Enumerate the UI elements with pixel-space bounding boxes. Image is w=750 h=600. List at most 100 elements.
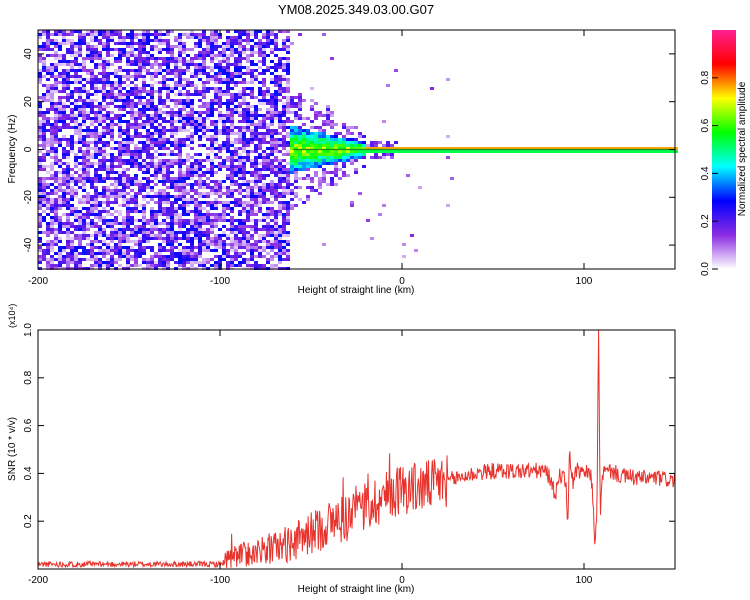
heatmap-cell (38, 108, 42, 111)
heatmap-cell (450, 150, 454, 153)
heatmap-cell (250, 96, 254, 99)
heatmap-cell (282, 75, 286, 78)
heatmap-cell (58, 72, 62, 75)
heatmap-cell (138, 66, 142, 69)
heatmap-cell (134, 111, 138, 114)
heatmap-cell (42, 147, 46, 150)
heatmap-cell (106, 102, 110, 105)
heatmap-cell (222, 51, 226, 54)
heatmap-cell (114, 177, 118, 180)
heatmap-cell (62, 123, 66, 126)
heatmap-cell (222, 231, 226, 234)
heatmap-cell (70, 138, 74, 141)
heatmap-cell (38, 213, 42, 216)
heatmap-cell (270, 171, 274, 174)
heatmap-cell (198, 120, 202, 123)
heatmap-cell (218, 213, 222, 216)
heatmap-cell (106, 126, 110, 129)
heatmap-cell (74, 255, 78, 258)
heatmap-cell (62, 150, 66, 153)
heatmap-cell (234, 153, 238, 156)
heatmap-cell (46, 243, 50, 246)
heatmap-cell (238, 219, 242, 222)
heatmap-cell (198, 168, 202, 171)
heatmap-cell (110, 156, 114, 159)
heatmap-cell (170, 150, 174, 153)
heatmap-cell (102, 186, 106, 189)
heatmap-cell (198, 126, 202, 129)
heatmap-cell (82, 60, 86, 63)
heatmap-cell (50, 174, 54, 177)
heatmap-cell (166, 72, 170, 75)
heatmap-cell (158, 99, 162, 102)
heatmap-cell (274, 168, 278, 171)
heatmap-cell (190, 174, 194, 177)
heatmap-cell (246, 57, 250, 60)
heatmap-cell (370, 144, 374, 147)
heatmap-cell (270, 150, 274, 153)
heatmap-cell (282, 114, 286, 117)
heatmap-cell (254, 108, 258, 111)
heatmap-cell (166, 231, 170, 234)
heatmap-cell (258, 141, 262, 144)
heatmap-cell (286, 108, 290, 111)
heatmap-cell (242, 78, 246, 81)
heatmap-cell (146, 168, 150, 171)
heatmap-cell (134, 114, 138, 117)
heatmap-cell (42, 153, 46, 156)
heatmap-cell (282, 180, 286, 183)
heatmap-cell (286, 111, 290, 114)
heatmap-cell (226, 105, 230, 108)
heatmap-cell (254, 150, 258, 153)
heatmap-cell (118, 126, 122, 129)
heatmap-cell (162, 75, 166, 78)
heatmap-cell (182, 42, 186, 45)
heatmap-cell (166, 120, 170, 123)
heatmap-cell (62, 258, 66, 261)
heatmap-cell (54, 117, 58, 120)
heatmap-cell (298, 132, 302, 135)
heatmap-cell (186, 117, 190, 120)
heatmap-cell (218, 228, 222, 231)
heatmap-cell (254, 231, 258, 234)
heatmap-cell (62, 120, 66, 123)
heatmap-cell (98, 252, 102, 255)
heatmap-cell (198, 57, 202, 60)
heatmap-cell (86, 228, 90, 231)
heatmap-cell (202, 90, 206, 93)
heatmap-cell (226, 108, 230, 111)
heatmap-cell (198, 69, 202, 72)
heatmap-cell (250, 78, 254, 81)
heatmap-cell (298, 153, 302, 156)
heatmap-cell (350, 147, 354, 150)
heatmap-cell (122, 108, 126, 111)
heatmap-cell (110, 225, 114, 228)
heatmap-cell (46, 222, 50, 225)
heatmap-cell (182, 198, 186, 201)
heatmap-cell (274, 189, 278, 192)
heatmap-cell (102, 168, 106, 171)
heatmap-cell (154, 129, 158, 132)
heatmap-cell (222, 180, 226, 183)
heatmap-cell (282, 219, 286, 222)
heatmap-cell (230, 216, 234, 219)
heatmap-cell (246, 183, 250, 186)
heatmap-cell (78, 111, 82, 114)
heatmap-cell (318, 132, 322, 135)
heatmap-cell (314, 114, 318, 117)
heatmap-cell (142, 171, 146, 174)
heatmap-cell (294, 144, 298, 147)
heatmap-cell (58, 99, 62, 102)
heatmap-cell (166, 186, 170, 189)
heatmap-cell (98, 135, 102, 138)
heatmap-cell (118, 132, 122, 135)
heatmap-cell (262, 177, 266, 180)
heatmap-cell (354, 144, 358, 147)
heatmap-cell (110, 207, 114, 210)
heatmap-cell (66, 150, 70, 153)
heatmap-cell (194, 120, 198, 123)
heatmap-cell (118, 99, 122, 102)
heatmap-cell (90, 135, 94, 138)
heatmap-cell (42, 114, 46, 117)
heatmap-cell (130, 48, 134, 51)
